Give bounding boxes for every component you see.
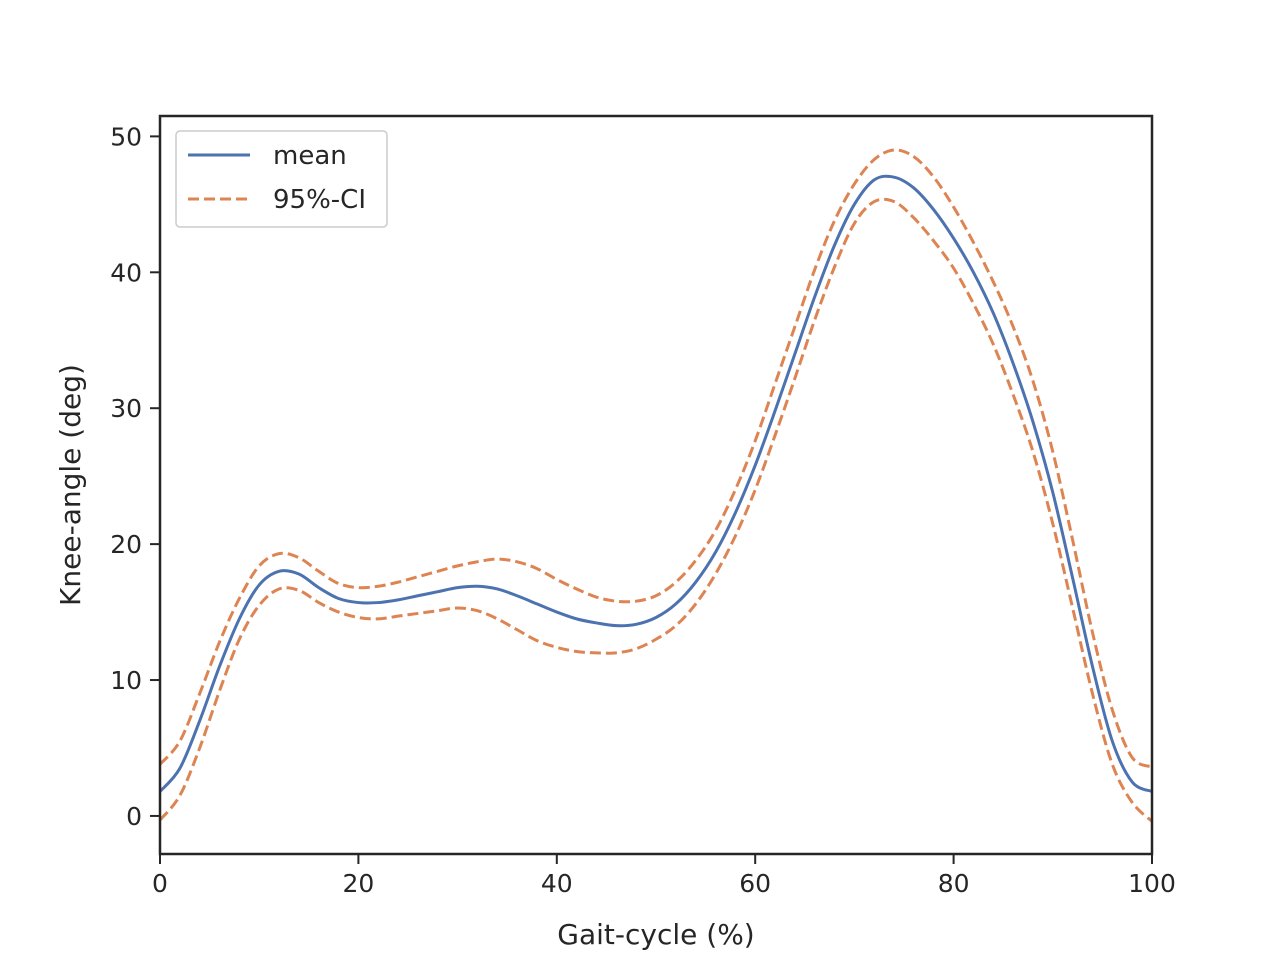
y-tick-label: 40 xyxy=(110,258,142,287)
legend-label-ci: 95%-CI xyxy=(273,185,366,215)
x-tick-label: 100 xyxy=(1128,869,1176,898)
y-axis: 0 10 20 30 40 50 xyxy=(110,122,160,831)
series-layer xyxy=(158,148,1154,823)
series-ci-upper-line xyxy=(158,148,1153,769)
y-axis-label: Knee-angle (deg) xyxy=(54,364,87,606)
legend-label-mean: mean xyxy=(273,141,347,171)
legend: mean 95%-CI xyxy=(175,130,388,228)
x-tick-label: 20 xyxy=(342,869,374,898)
y-tick-label: 50 xyxy=(110,122,142,151)
y-tick-label: 0 xyxy=(126,802,142,831)
y-tick-label: 10 xyxy=(110,666,142,695)
x-tick-label: 40 xyxy=(541,869,573,898)
plot-frame xyxy=(158,114,1154,856)
y-tick-label: 20 xyxy=(110,530,142,559)
x-tick-label: 0 xyxy=(152,869,168,898)
x-tick-label: 60 xyxy=(739,869,771,898)
x-axis: 0 20 40 60 80 100 xyxy=(152,854,1176,898)
y-tick-label: 30 xyxy=(110,394,142,423)
x-tick-label: 80 xyxy=(938,869,970,898)
series-ci-lower-line xyxy=(158,197,1154,823)
series-mean-line xyxy=(158,174,1153,793)
x-axis-label: Gait-cycle (%) xyxy=(557,918,754,951)
